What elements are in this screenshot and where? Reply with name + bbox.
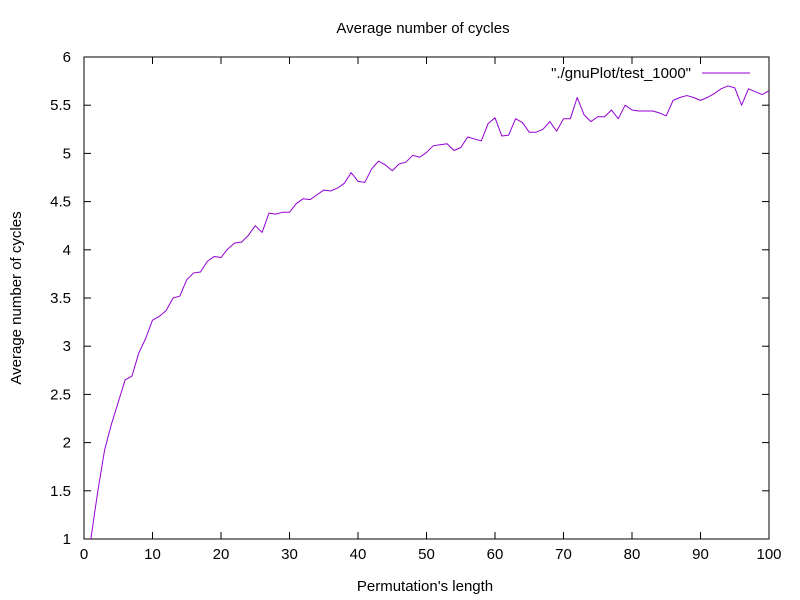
x-tick-label: 60: [487, 546, 504, 563]
y-tick-label: 3: [63, 338, 71, 355]
y-tick-label: 1: [63, 531, 71, 548]
x-tick-label: 80: [624, 546, 641, 563]
x-axis-label: Permutation's length: [357, 578, 493, 595]
y-tick-label: 4.5: [50, 194, 71, 211]
x-tick-label: 70: [555, 546, 572, 563]
x-tick-label: 50: [418, 546, 435, 563]
y-tick-label: 2.5: [50, 386, 71, 403]
y-tick-label: 3.5: [50, 290, 71, 307]
x-tick-label: 100: [756, 546, 781, 563]
legend-entry-label: "./gnuPlot/test_1000": [551, 65, 691, 82]
x-tick-label: 30: [281, 546, 298, 563]
legend: "./gnuPlot/test_1000": [551, 65, 750, 82]
y-axis-label: Average number of cycles: [8, 211, 25, 384]
y-tick-label: 1.5: [50, 483, 71, 500]
y-tick-label: 2: [63, 435, 71, 452]
x-tick-label: 90: [692, 546, 709, 563]
chart-title: Average number of cycles: [336, 20, 509, 37]
y-tick-label: 6: [63, 49, 71, 66]
y-tick-label: 5: [63, 145, 71, 162]
series-line: [90, 85, 770, 540]
axis-ticks: 0 10 20 30 40 50 60 70 80 90 100 1 1.5 2 2.5 3 3.5 4 4.5 5 5…: [50, 49, 781, 563]
x-tick-label: 10: [144, 546, 161, 563]
y-tick-label: 4: [63, 242, 71, 259]
x-tick-label: 40: [350, 546, 367, 563]
x-tick-label: 20: [213, 546, 230, 563]
y-tick-label: 5.5: [50, 97, 71, 114]
x-tick-label: 0: [80, 546, 88, 563]
plot-frame: [83, 56, 770, 540]
